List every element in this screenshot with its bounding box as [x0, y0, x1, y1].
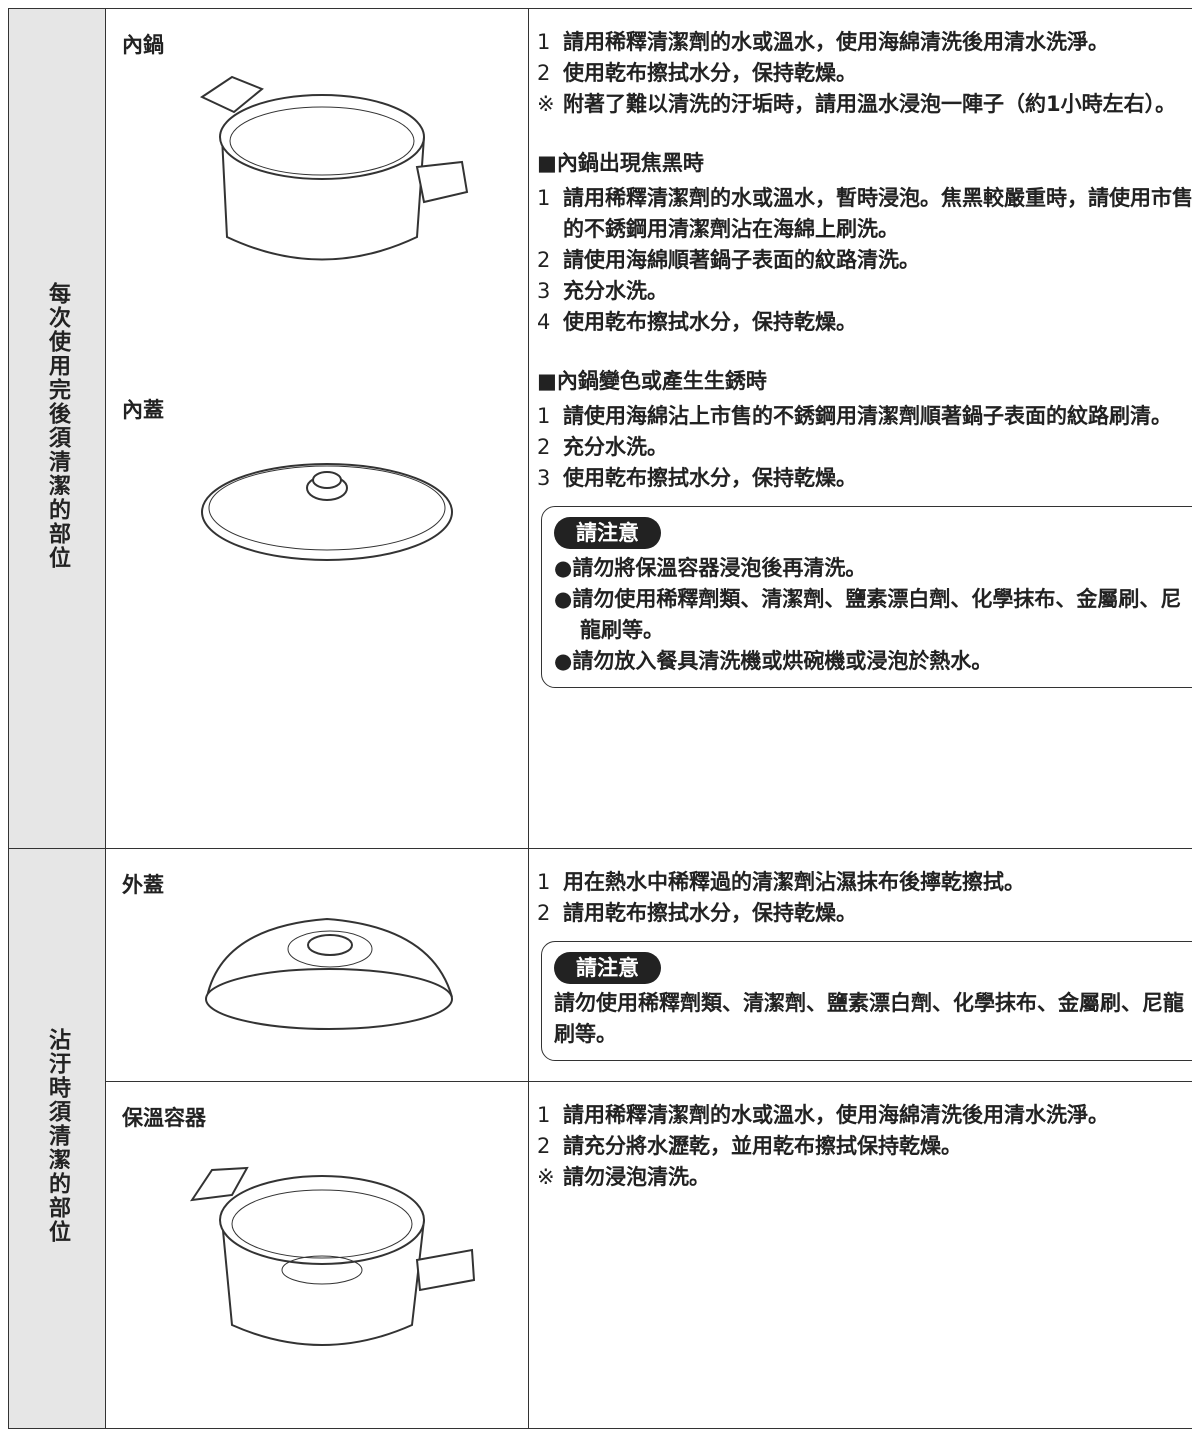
step-number: 4 [537, 307, 563, 338]
part: 內蓋 [106, 374, 528, 739]
part-name: 外蓋 [122, 869, 528, 899]
step-text: 請用稀釋清潔劑的水或溫水，使用海綿清洗後用清水洗淨。 [563, 1100, 1109, 1131]
notice-box: 請注意 ●請勿將保溫容器浸泡後再清洗。●請勿使用稀釋劑類、清潔劑、鹽素漂白劑、化學… [541, 506, 1192, 688]
notice-item: ●請勿放入餐具清洗機或烘碗機或浸泡於熱水。 [554, 646, 1192, 677]
step-number: 3 [537, 463, 563, 494]
notice-item: ●請勿使用稀釋劑類、清潔劑、鹽素漂白劑、化學抹布、金屬刷、尼龍刷等。 [554, 584, 1192, 646]
step-text: 請使用海綿沾上市售的不銹鋼用清潔劑順著鍋子表面的紋路刷清。 [563, 401, 1172, 432]
note: ※請勿浸泡清洗。 [537, 1162, 1192, 1193]
step-number: 1 [537, 27, 563, 58]
part: 外蓋 [106, 849, 528, 1047]
notice-box: 請注意請勿使用稀釋劑類、清潔劑、鹽素漂白劑、化學抹布、金屬刷、尼龍刷等。 [541, 941, 1192, 1061]
label-text: 每次使用完後須清潔的部位 [41, 282, 73, 570]
parts-cell: 內鍋內蓋 [106, 9, 529, 849]
section-label: 沾汙時須清潔的部位 [9, 849, 106, 1429]
part-name: 保溫容器 [122, 1102, 528, 1132]
step-number: 2 [537, 432, 563, 463]
step-text: 使用乾布擦拭水分，保持乾燥。 [563, 307, 857, 338]
part-illustration [162, 432, 492, 572]
step-number: 2 [537, 58, 563, 89]
note-mark: ※ [537, 1162, 563, 1193]
step-number: 2 [537, 898, 563, 929]
section-label: 每次使用完後須清潔的部位 [9, 9, 106, 849]
part-name: 內鍋 [122, 29, 528, 59]
step-number: 3 [537, 276, 563, 307]
step-number: 2 [537, 1131, 563, 1162]
part-name: 內蓋 [122, 394, 528, 424]
step-number: 2 [537, 245, 563, 276]
step-text: 請用稀釋清潔劑的水或溫水，暫時浸泡。焦黑較嚴重時，請使用市售的不銹鋼用清潔劑沾在… [563, 183, 1192, 245]
notice-text: 請勿使用稀釋劑類、清潔劑、鹽素漂白劑、化學抹布、金屬刷、尼龍刷等。 [554, 988, 1192, 1050]
step-text: 充分水洗。 [563, 276, 668, 307]
step-text: 使用乾布擦拭水分，保持乾燥。 [563, 58, 857, 89]
label-text: 沾汙時須清潔的部位 [41, 1028, 73, 1244]
part-illustration [162, 67, 492, 267]
notice-title: 請注意 [554, 517, 661, 549]
step-number: 1 [537, 1100, 563, 1131]
part-illustration [162, 1140, 492, 1360]
step-number: 1 [537, 183, 563, 245]
notice-item: ●請勿將保溫容器浸泡後再清洗。 [554, 553, 1192, 584]
step-text: 請用稀釋清潔劑的水或溫水，使用海綿清洗後用清水洗淨。 [563, 27, 1109, 58]
step-number: 1 [537, 867, 563, 898]
step-text: 請使用海綿順著鍋子表面的紋路清洗。 [563, 245, 920, 276]
heading: ■內鍋出現焦黑時 [537, 148, 1192, 179]
step-text: 使用乾布擦拭水分，保持乾燥。 [563, 463, 857, 494]
note-text: 附著了難以清洗的汙垢時，請用溫水浸泡一陣子（約1小時左右）。 [563, 89, 1176, 120]
step-text: 用在熱水中稀釋過的清潔劑沾濕抹布後擰乾擦拭。 [563, 867, 1025, 898]
parts-cell: 外蓋 [106, 849, 529, 1082]
step-text: 充分水洗。 [563, 432, 668, 463]
step-number: 1 [537, 401, 563, 432]
note-mark: ※ [537, 89, 563, 120]
step-text: 請用乾布擦拭水分，保持乾燥。 [563, 898, 857, 929]
parts-cell: 保溫容器 [106, 1082, 529, 1429]
note: ※附著了難以清洗的汙垢時，請用溫水浸泡一陣子（約1小時左右）。 [537, 89, 1192, 120]
heading: ■內鍋變色或產生生銹時 [537, 366, 1192, 397]
step-text: 請充分將水瀝乾，並用乾布擦拭保持乾燥。 [563, 1131, 962, 1162]
part: 內鍋 [106, 9, 528, 374]
part: 保溫容器 [106, 1082, 528, 1360]
notice-title: 請注意 [554, 952, 661, 984]
part-illustration [162, 907, 492, 1047]
note-text: 請勿浸泡清洗。 [563, 1162, 710, 1193]
